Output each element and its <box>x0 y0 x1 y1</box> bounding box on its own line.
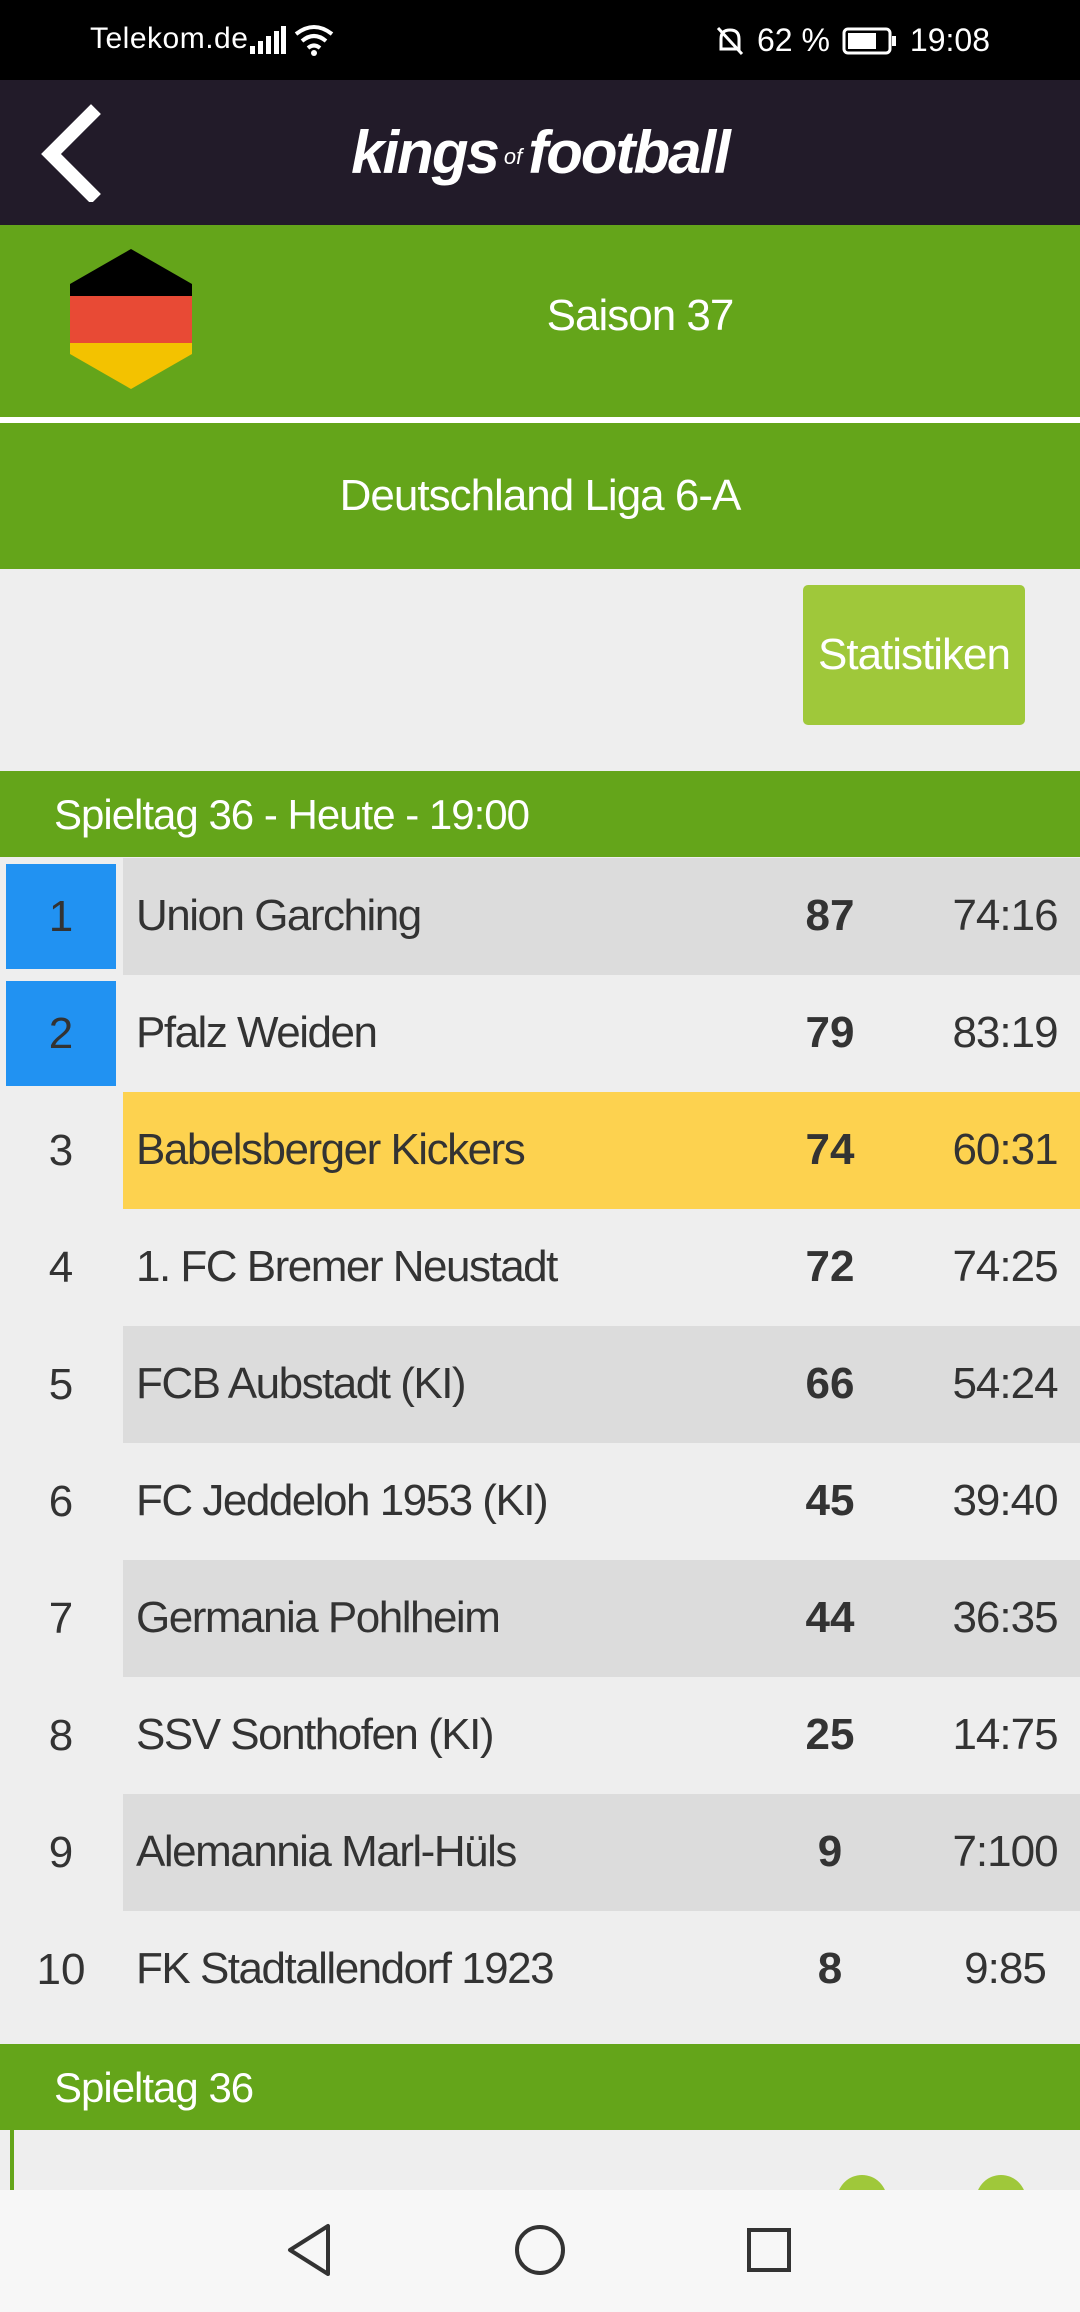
team-goals: 54:24 <box>952 1359 1058 1408</box>
team-goals: 60:31 <box>952 1125 1058 1174</box>
team-cell: 1. FC Bremer Neustadt 72 74:25 <box>123 1209 1080 1326</box>
battery-icon <box>842 27 896 54</box>
rank-cell: 9 <box>48 1827 74 1877</box>
team-cell: FK Stadtallendorf 1923 8 9:85 <box>123 1911 1080 2028</box>
status-bar: Telekom.de 62 % 19:08 <box>0 0 1080 80</box>
rank-cell: 7 <box>48 1593 74 1643</box>
battery-percent: 62 % <box>756 22 830 58</box>
rank-cell: 6 <box>48 1476 74 1526</box>
matchday-section-label: Spieltag 36 <box>54 2064 254 2111</box>
team-name: FK Stadtallendorf 1923 <box>136 1944 555 1993</box>
recents-square-icon[interactable] <box>744 2222 794 2278</box>
team-goals: 7:100 <box>952 1827 1058 1876</box>
team-cell: FCB Aubstadt (KI) 66 54:24 <box>123 1326 1080 1443</box>
app-header: kings of football <box>0 80 1080 225</box>
team-cell: FC Jeddeloh 1953 (KI) 45 39:40 <box>123 1443 1080 1560</box>
team-name: Germania Pohlheim <box>136 1593 501 1642</box>
team-points: 25 <box>805 1710 855 1759</box>
table-row[interactable]: 1 Union Garching 87 74:16 <box>0 858 1080 975</box>
team-points: 79 <box>805 1008 855 1057</box>
team-name: FCB Aubstadt (KI) <box>136 1359 467 1408</box>
team-cell: SSV Sonthofen (KI) 25 14:75 <box>123 1677 1080 1794</box>
rank-cell: 4 <box>48 1242 74 1292</box>
team-points: 9 <box>817 1827 843 1876</box>
team-goals: 9:85 <box>964 1944 1047 1993</box>
team-points: 72 <box>805 1242 855 1291</box>
mute-icon <box>716 26 744 55</box>
season-title: Saison 37 <box>546 291 735 340</box>
team-name: Pfalz Weiden <box>136 1008 378 1057</box>
team-name: 1. FC Bremer Neustadt <box>136 1242 558 1291</box>
matchday-header: Spieltag 36 - Heute - 19:00 <box>0 771 1080 857</box>
table-row[interactable]: 4 1. FC Bremer Neustadt 72 74:25 <box>0 1209 1080 1326</box>
germany-flag-icon <box>70 249 192 389</box>
team-goals: 36:35 <box>952 1593 1058 1642</box>
team-points: 66 <box>805 1359 855 1408</box>
team-name: FC Jeddeloh 1953 (KI) <box>136 1476 549 1525</box>
table-row[interactable]: 10 FK Stadtallendorf 1923 8 9:85 <box>0 1911 1080 2028</box>
team-goals: 74:16 <box>952 891 1058 940</box>
table-row[interactable]: 6 FC Jeddeloh 1953 (KI) 45 39:40 <box>0 1443 1080 1560</box>
table-row[interactable]: 5 FCB Aubstadt (KI) 66 54:24 <box>0 1326 1080 1443</box>
rank-cell: 10 <box>36 1944 86 1994</box>
team-points: 44 <box>805 1593 855 1642</box>
system-nav-bar <box>0 2190 1080 2312</box>
team-name: Union Garching <box>136 891 422 940</box>
signal-icon <box>250 26 286 54</box>
table-row[interactable]: 8 SSV Sonthofen (KI) 25 14:75 <box>0 1677 1080 1794</box>
wifi-icon <box>294 25 334 56</box>
statistics-button[interactable]: Statistiken <box>803 585 1025 725</box>
team-points: 74 <box>805 1125 855 1174</box>
table-row[interactable]: 9 Alemannia Marl-Hüls 9 7:100 <box>0 1794 1080 1911</box>
matchday-section-header: Spieltag 36 <box>0 2044 1080 2130</box>
rank-cell: 8 <box>48 1710 74 1760</box>
home-circle-icon[interactable] <box>513 2222 567 2278</box>
season-header: Saison 37 <box>0 225 1080 417</box>
matchday-header-label: Spieltag 36 - Heute - 19:00 <box>54 791 530 838</box>
app-logo: kings of football <box>351 119 731 186</box>
rank-cell: 2 <box>6 981 116 1086</box>
team-goals: 39:40 <box>952 1476 1058 1525</box>
team-goals: 74:25 <box>952 1242 1058 1291</box>
back-triangle-icon[interactable] <box>284 2222 334 2278</box>
team-name: Alemannia Marl-Hüls <box>136 1827 517 1876</box>
league-title: Deutschland Liga 6-A <box>0 423 1080 569</box>
team-cell: Union Garching 87 74:16 <box>123 858 1080 975</box>
rank-cell: 1 <box>6 864 116 969</box>
standings-table: 1 Union Garching 87 74:16 2 Pfalz Weiden… <box>0 858 1080 2028</box>
team-name: SSV Sonthofen (KI) <box>136 1710 495 1759</box>
table-row[interactable]: 2 Pfalz Weiden 79 83:19 <box>0 975 1080 1092</box>
carrier-label: Telekom.de <box>90 22 249 55</box>
team-goals: 14:75 <box>952 1710 1058 1759</box>
clock: 19:08 <box>909 22 990 58</box>
chevron-left-icon[interactable] <box>36 102 116 202</box>
rank-cell: 5 <box>48 1359 74 1409</box>
match-list-partial[interactable] <box>10 2130 1080 2225</box>
status-right: 62 % 19:08 <box>715 22 990 59</box>
team-points: 8 <box>817 1944 843 1993</box>
team-points: 87 <box>805 891 855 940</box>
table-row[interactable]: 7 Germania Pohlheim 44 36:35 <box>0 1560 1080 1677</box>
team-cell: Babelsberger Kickers 74 60:31 <box>123 1092 1080 1209</box>
team-points: 45 <box>805 1476 855 1525</box>
team-goals: 83:19 <box>952 1008 1058 1057</box>
divider <box>0 417 1080 423</box>
team-cell: Germania Pohlheim 44 36:35 <box>123 1560 1080 1677</box>
table-row[interactable]: 3 Babelsberger Kickers 74 60:31 <box>0 1092 1080 1209</box>
team-cell: Pfalz Weiden 79 83:19 <box>123 975 1080 1092</box>
team-cell: Alemannia Marl-Hüls 9 7:100 <box>123 1794 1080 1911</box>
rank-cell: 3 <box>48 1125 74 1175</box>
team-name: Babelsberger Kickers <box>136 1125 526 1174</box>
